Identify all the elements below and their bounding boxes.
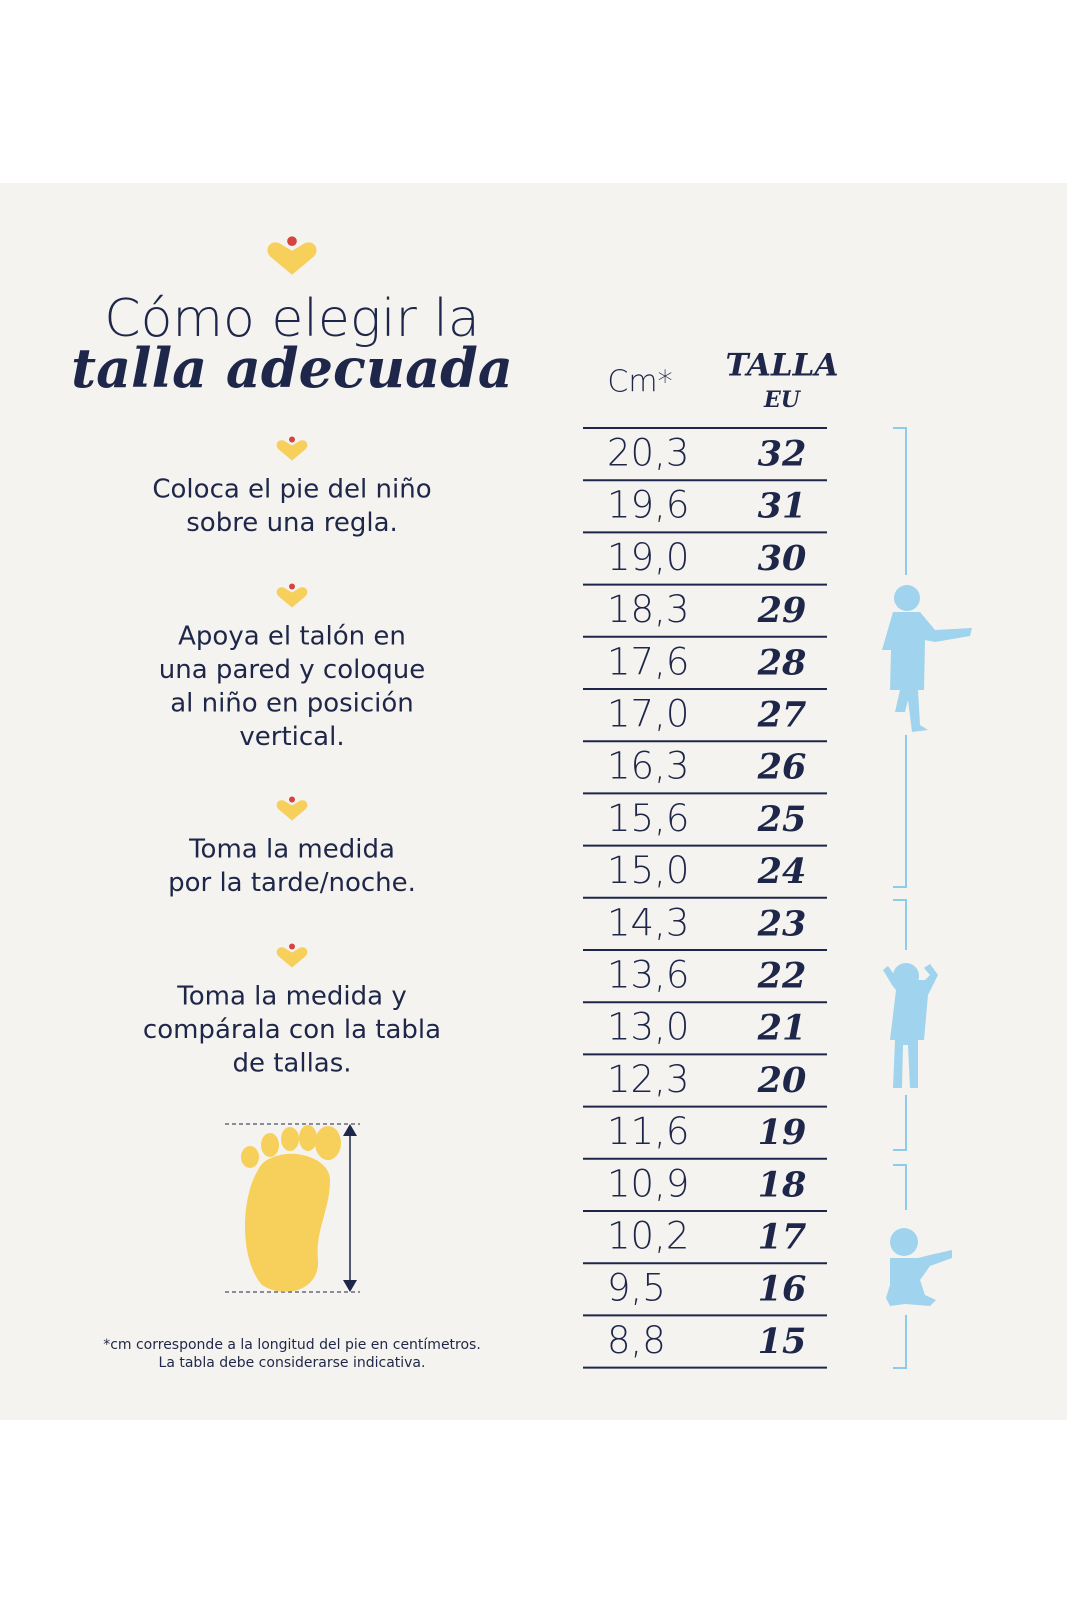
cm-cell: 15,6 [607,797,689,840]
size-cell: 31 [758,486,807,527]
title-line: Cómo elegir la [104,289,479,349]
size-cell: 16 [758,1269,807,1310]
cm-cell: 13,0 [607,1006,689,1049]
size-cell: 19 [758,1112,807,1153]
cm-cell: 12,3 [607,1058,689,1101]
cm-cell: 10,9 [607,1162,689,1205]
table-body: 20,3 32 19,6 31 19,0 30 18,3 29 17,6 28 17,0 27 16,3… [583,432,827,1369]
step-text: Toma la medida y [176,982,406,1012]
size-cell: 15 [758,1321,807,1362]
step-text: Coloca el pie del niño [152,475,431,505]
size-cell: 30 [758,538,807,579]
size-cell: 21 [757,1008,807,1049]
size-cell: 32 [758,434,807,475]
panel [0,183,1067,1420]
cm-cell: 19,0 [607,536,689,579]
age-brackets [882,427,972,1369]
title-line: talla adecuada [71,336,513,400]
cm-cell: 10,2 [607,1215,689,1258]
step-text: Apoya el talón en [178,622,406,652]
foot-illustration [225,1123,360,1293]
step-text: por la tarde/noche. [168,868,416,898]
cm-cell: 11,6 [607,1110,689,1153]
footnote: La tabla debe considerarse indicativa. [159,1355,426,1371]
step-text: Toma la medida [188,835,395,865]
cm-cell: 9,5 [607,1267,666,1310]
cm-cell: 17,6 [607,640,689,683]
cm-cell: 18,3 [607,588,689,631]
size-cell: 22 [757,956,807,997]
cm-cell: 14,3 [607,901,689,944]
column-header: Cm* [607,365,672,400]
cm-cell: 19,6 [607,484,689,527]
step-text: de tallas. [232,1049,351,1079]
footnote: *cm corresponde a la longitud del pie en… [103,1337,481,1353]
size-cell: 18 [758,1164,807,1205]
size-cell: 25 [757,799,807,840]
step-text: sobre una regla. [186,508,398,538]
cm-cell: 8,8 [607,1319,666,1362]
size-cell: 23 [757,903,807,944]
size-cell: 24 [757,851,807,892]
step-text: al niño en posición [170,689,414,719]
step-text: vertical. [239,722,344,752]
size-cell: 27 [757,695,807,736]
cm-cell: 20,3 [607,432,689,475]
size-cell: 29 [757,590,807,631]
size-cell: 20 [757,1060,807,1101]
size-cell: 26 [757,747,807,788]
step-text: una pared y coloque [159,655,425,685]
size-cell: 17 [758,1217,807,1258]
column-subheader: EU [763,387,802,413]
cm-cell: 17,0 [607,693,689,736]
column-header: TALLA [725,348,838,384]
cm-cell: 13,6 [607,954,689,997]
cm-cell: 16,3 [607,745,689,788]
size-cell: 28 [757,642,807,683]
cm-cell: 15,0 [607,849,689,892]
step-text: compárala con la tabla [143,1015,441,1045]
